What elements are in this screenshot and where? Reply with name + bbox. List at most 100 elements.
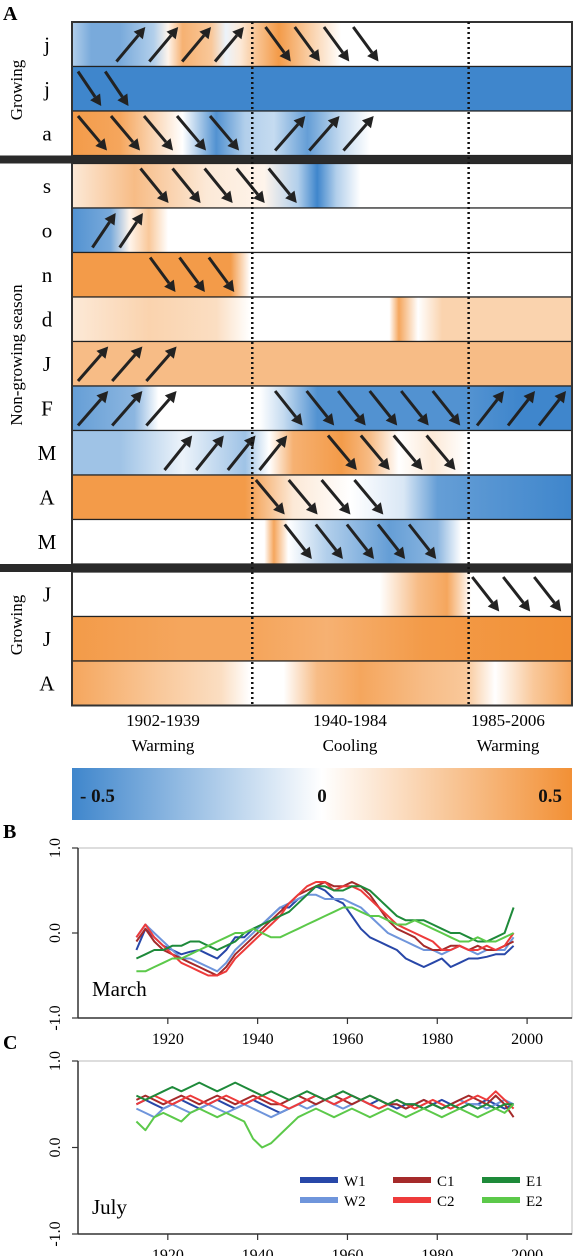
season-label-non-growing: Non-growing season bbox=[7, 284, 26, 426]
arrow-down bbox=[264, 26, 291, 62]
row-label: M bbox=[38, 441, 57, 465]
arrow-down bbox=[287, 479, 318, 515]
heatmap-row-14 bbox=[71, 615, 573, 662]
legend-item-C1: C1 bbox=[393, 1174, 455, 1190]
svg-text:W1: W1 bbox=[344, 1174, 366, 1190]
period-1-trend: Warming bbox=[132, 736, 195, 755]
panel-c-label: C bbox=[3, 1032, 17, 1054]
legend-item-W2: W2 bbox=[300, 1194, 366, 1210]
period-2-trend: Cooling bbox=[323, 736, 378, 755]
row-label: J bbox=[43, 627, 51, 651]
arrow-up bbox=[76, 346, 109, 382]
arrow-up bbox=[258, 435, 288, 471]
heatmap-row-3 bbox=[71, 110, 573, 157]
arrow-up bbox=[273, 116, 306, 152]
legend-item-C2: C2 bbox=[393, 1194, 455, 1210]
plot-area bbox=[77, 1060, 573, 1235]
period-3-years: 1985-2006 bbox=[471, 711, 545, 730]
y-tick-label: 0.0 bbox=[47, 923, 64, 943]
arrow-down bbox=[76, 70, 102, 106]
arrow-up bbox=[181, 27, 212, 63]
arrow-down bbox=[345, 523, 375, 559]
arrow-down bbox=[336, 390, 366, 426]
arrow-up bbox=[163, 435, 193, 471]
y-tick-label: 1.0 bbox=[47, 838, 64, 858]
arrow-up bbox=[475, 391, 505, 427]
x-tick-label: 2000 bbox=[511, 1247, 543, 1256]
x-tick-label: 1940 bbox=[242, 1031, 274, 1048]
arrow-down bbox=[148, 256, 176, 292]
x-tick-label: 1980 bbox=[421, 1247, 453, 1256]
period-2-years: 1940-1984 bbox=[313, 711, 387, 730]
july-label: July bbox=[92, 1195, 128, 1219]
arrow-up bbox=[308, 116, 340, 152]
arrow-down bbox=[376, 523, 406, 559]
series-C2 bbox=[135, 881, 515, 977]
arrow-down bbox=[104, 70, 129, 106]
row-label: J bbox=[43, 582, 51, 606]
colorbar-mid-label: 0 bbox=[317, 786, 327, 807]
arrow-up bbox=[115, 27, 146, 63]
heatmap-row-15 bbox=[71, 660, 573, 707]
svg-text:E1: E1 bbox=[526, 1174, 543, 1190]
row-label: F bbox=[41, 396, 53, 420]
arrow-down bbox=[471, 576, 500, 612]
arrow-down bbox=[359, 434, 390, 470]
row-label: s bbox=[43, 174, 51, 198]
arrow-down bbox=[392, 434, 423, 470]
arrow-down bbox=[305, 390, 335, 426]
arrow-up bbox=[145, 346, 177, 382]
arrow-down bbox=[293, 26, 320, 62]
arrow-down bbox=[368, 390, 398, 426]
arrow-down bbox=[502, 576, 531, 612]
x-tick-label: 1980 bbox=[421, 1031, 453, 1048]
heatmap-row-4 bbox=[71, 162, 573, 209]
y-tick-label: 0.0 bbox=[47, 1138, 64, 1158]
arrow-down bbox=[109, 115, 141, 151]
arrow-down bbox=[207, 256, 235, 292]
arrow-down bbox=[178, 256, 205, 292]
svg-text:W2: W2 bbox=[344, 1194, 366, 1210]
arrow-down bbox=[267, 167, 297, 203]
arrow-down bbox=[76, 115, 108, 151]
x-tick-label: 1920 bbox=[152, 1247, 184, 1256]
y-tick-label: 1.0 bbox=[47, 1051, 64, 1071]
arrow-up bbox=[111, 346, 143, 382]
x-tick-label: 1960 bbox=[331, 1031, 363, 1048]
arrow-up bbox=[145, 391, 177, 427]
arrow-up bbox=[195, 435, 224, 471]
row-label: n bbox=[42, 263, 53, 287]
heatmap-row-12 bbox=[71, 518, 573, 565]
x-tick-label: 1960 bbox=[331, 1247, 363, 1256]
legend: W1 C1 E1 W2 C2 E2 bbox=[300, 1174, 543, 1210]
svg-text:E2: E2 bbox=[526, 1194, 543, 1210]
arrow-down bbox=[203, 167, 233, 203]
panel-a-label: A bbox=[3, 3, 18, 25]
arrow-down bbox=[425, 434, 456, 470]
series-E1 bbox=[135, 1081, 514, 1110]
heatmap-row-7 bbox=[71, 296, 573, 343]
panel-b-label: B bbox=[3, 821, 16, 843]
july-plot: -1.0 0.0 1.0 1920 1940 1960 1980 2000 bbox=[47, 1051, 573, 1256]
arrow-down bbox=[171, 167, 201, 203]
heatmap-frame bbox=[0, 21, 573, 707]
trend-arrows bbox=[76, 26, 566, 612]
series-E2 bbox=[135, 1103, 515, 1149]
row-label: a bbox=[42, 121, 52, 145]
arrow-up bbox=[342, 116, 374, 152]
legend-item-E2: E2 bbox=[482, 1194, 543, 1210]
heatmap-row-2 bbox=[71, 65, 573, 112]
colorbar-max-label: 0.5 bbox=[538, 786, 562, 807]
x-tick-label: 2000 bbox=[511, 1031, 543, 1048]
heatmap-row-5 bbox=[71, 207, 573, 254]
x-tick-label: 1940 bbox=[242, 1247, 274, 1256]
period-1-years: 1902-1939 bbox=[126, 711, 200, 730]
series-E2 bbox=[136, 906, 515, 973]
arrow-down bbox=[326, 434, 357, 470]
heatmap-border bbox=[71, 21, 573, 707]
arrow-down bbox=[322, 26, 350, 62]
heatmap-row-6 bbox=[71, 251, 573, 298]
heatmap-row-10 bbox=[71, 429, 573, 476]
arrow-down bbox=[283, 523, 312, 559]
arrow-up bbox=[148, 27, 179, 63]
